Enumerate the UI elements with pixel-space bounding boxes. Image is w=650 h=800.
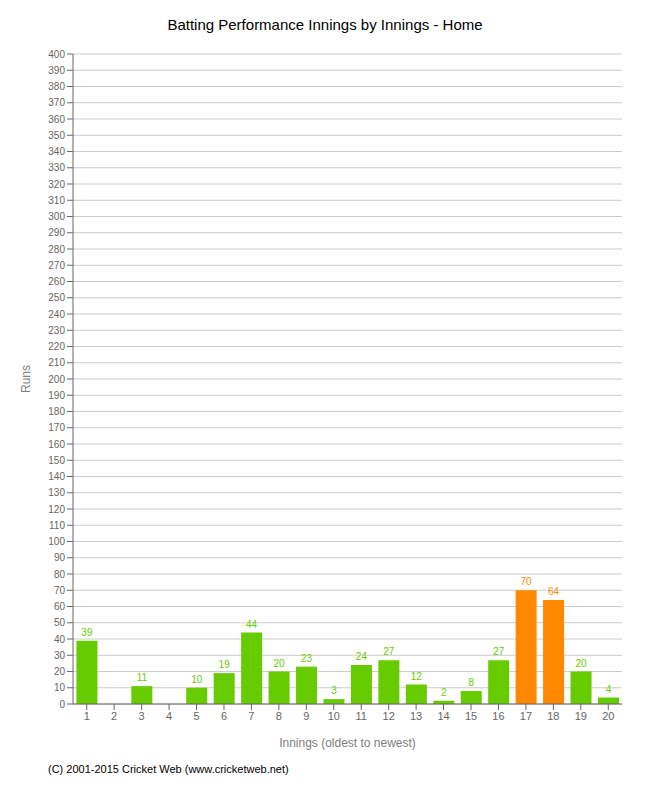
svg-text:70: 70 bbox=[521, 576, 533, 587]
html-text:Batting Performance Innings by: Batting Performance Innings by Innings -… bbox=[167, 16, 483, 33]
svg-text:4: 4 bbox=[166, 710, 172, 722]
svg-text:12: 12 bbox=[411, 671, 423, 682]
svg-text:130: 130 bbox=[48, 487, 65, 498]
svg-text:Innings (oldest to newest): Innings (oldest to newest) bbox=[279, 736, 416, 750]
svg-text:4: 4 bbox=[606, 684, 612, 695]
svg-text:0: 0 bbox=[59, 699, 65, 710]
svg-text:10: 10 bbox=[328, 710, 340, 722]
svg-text:2: 2 bbox=[441, 687, 447, 698]
svg-text:7: 7 bbox=[248, 710, 254, 722]
svg-text:12: 12 bbox=[383, 710, 395, 722]
svg-text:24: 24 bbox=[356, 651, 368, 662]
svg-text:340: 340 bbox=[48, 146, 65, 157]
svg-text:3: 3 bbox=[139, 710, 145, 722]
svg-text:200: 200 bbox=[48, 374, 65, 385]
svg-text:10: 10 bbox=[54, 682, 66, 693]
svg-text:270: 270 bbox=[48, 260, 65, 271]
svg-text:370: 370 bbox=[48, 97, 65, 108]
svg-text:170: 170 bbox=[48, 422, 65, 433]
svg-text:16: 16 bbox=[492, 710, 504, 722]
svg-text:1: 1 bbox=[84, 710, 90, 722]
svg-text:8: 8 bbox=[276, 710, 282, 722]
svg-text:27: 27 bbox=[383, 646, 395, 657]
svg-text:19: 19 bbox=[575, 710, 587, 722]
svg-text:240: 240 bbox=[48, 309, 65, 320]
svg-text:120: 120 bbox=[48, 504, 65, 515]
svg-text:20: 20 bbox=[602, 710, 614, 722]
svg-text:18: 18 bbox=[547, 710, 559, 722]
svg-text:64: 64 bbox=[548, 586, 560, 597]
svg-text:150: 150 bbox=[48, 455, 65, 466]
svg-text:300: 300 bbox=[48, 211, 65, 222]
svg-text:20: 20 bbox=[274, 658, 286, 669]
svg-text:60: 60 bbox=[54, 601, 66, 612]
svg-text:14: 14 bbox=[437, 710, 449, 722]
svg-text:9: 9 bbox=[303, 710, 309, 722]
svg-text:2: 2 bbox=[111, 710, 117, 722]
svg-text:13: 13 bbox=[410, 710, 422, 722]
svg-text:100: 100 bbox=[48, 536, 65, 547]
svg-text:290: 290 bbox=[48, 227, 65, 238]
svg-text:320: 320 bbox=[48, 179, 65, 190]
svg-text:210: 210 bbox=[48, 357, 65, 368]
svg-text:6: 6 bbox=[221, 710, 227, 722]
svg-text:330: 330 bbox=[48, 162, 65, 173]
svg-text:17: 17 bbox=[520, 710, 532, 722]
svg-text:110: 110 bbox=[49, 520, 65, 531]
html-text:(C) 2001-2015 Cricket Web (www: (C) 2001-2015 Cricket Web (www.cricketwe… bbox=[48, 763, 289, 775]
svg-text:70: 70 bbox=[54, 585, 66, 596]
svg-text:160: 160 bbox=[48, 439, 65, 450]
svg-text:30: 30 bbox=[54, 650, 66, 661]
svg-text:11: 11 bbox=[137, 672, 148, 683]
svg-text:23: 23 bbox=[301, 653, 313, 664]
svg-text:20: 20 bbox=[54, 666, 66, 677]
svg-text:3: 3 bbox=[331, 685, 337, 696]
svg-text:260: 260 bbox=[48, 276, 65, 287]
svg-text:50: 50 bbox=[54, 617, 66, 628]
svg-text:19: 19 bbox=[219, 659, 231, 670]
svg-text:250: 250 bbox=[48, 292, 65, 303]
svg-text:140: 140 bbox=[48, 471, 65, 482]
svg-text:44: 44 bbox=[246, 619, 258, 630]
svg-text:8: 8 bbox=[468, 677, 474, 688]
svg-text:310: 310 bbox=[48, 195, 65, 206]
svg-text:27: 27 bbox=[493, 646, 505, 657]
svg-text:Runs: Runs bbox=[19, 365, 33, 393]
svg-text:180: 180 bbox=[48, 406, 65, 417]
svg-text:15: 15 bbox=[465, 710, 477, 722]
svg-text:280: 280 bbox=[48, 244, 65, 255]
svg-text:230: 230 bbox=[48, 325, 65, 336]
svg-text:20: 20 bbox=[575, 658, 587, 669]
svg-text:350: 350 bbox=[48, 130, 65, 141]
svg-text:5: 5 bbox=[193, 710, 199, 722]
svg-text:220: 220 bbox=[48, 341, 65, 352]
svg-text:390: 390 bbox=[48, 65, 65, 76]
svg-text:11: 11 bbox=[356, 710, 367, 722]
svg-text:400: 400 bbox=[48, 49, 65, 60]
svg-text:10: 10 bbox=[191, 674, 203, 685]
svg-text:39: 39 bbox=[81, 627, 93, 638]
svg-text:190: 190 bbox=[48, 390, 65, 401]
svg-text:380: 380 bbox=[48, 81, 65, 92]
svg-text:40: 40 bbox=[54, 634, 66, 645]
svg-text:80: 80 bbox=[54, 569, 66, 580]
svg-text:360: 360 bbox=[48, 114, 65, 125]
svg-text:90: 90 bbox=[54, 552, 66, 563]
